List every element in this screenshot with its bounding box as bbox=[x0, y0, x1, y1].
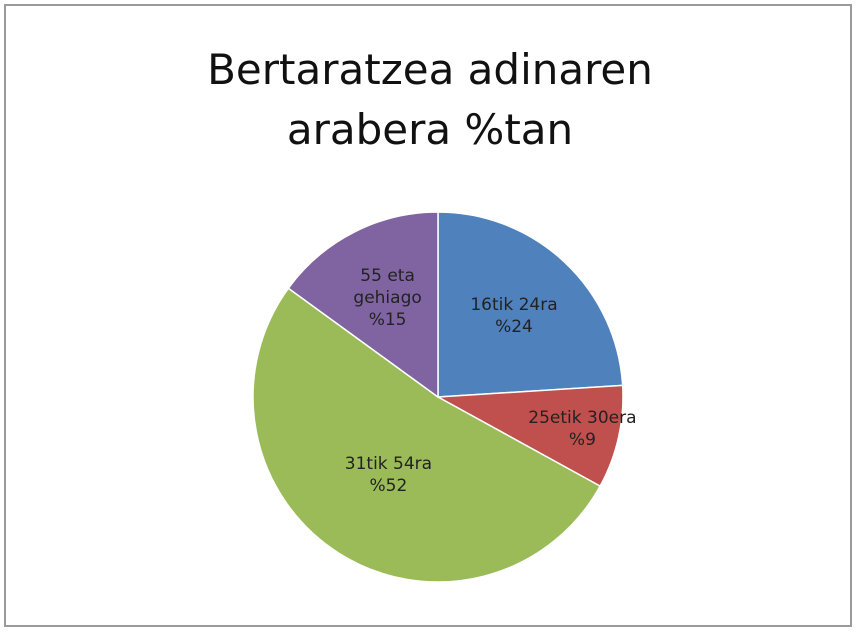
category-label: 31tik 54ra bbox=[344, 454, 433, 475]
value-label: %15 bbox=[368, 310, 407, 331]
slice-label: 31tik 54ra %52 bbox=[323, 453, 453, 497]
value-label: %9 bbox=[568, 430, 596, 451]
pie-slice bbox=[437, 211, 624, 398]
category-label: 25etik 30era bbox=[528, 408, 637, 429]
slice-label: 25etik 30era %9 bbox=[517, 407, 647, 451]
pie-slice bbox=[435, 384, 624, 488]
pie-slice bbox=[287, 211, 439, 399]
slice-label: 16tik 24ra %24 bbox=[449, 294, 579, 338]
pie-slice bbox=[252, 287, 602, 583]
value-label: %24 bbox=[495, 317, 533, 338]
category-label: 16tik 24ra bbox=[470, 295, 558, 316]
chart-title: Bertaratzea adinaren arabera %tan bbox=[207, 45, 653, 154]
value-label: %52 bbox=[369, 476, 408, 497]
chart-frame bbox=[4, 4, 852, 627]
category-label: 55 eta gehiago bbox=[353, 266, 422, 309]
slice-label: 55 eta gehiago %15 bbox=[340, 265, 435, 331]
